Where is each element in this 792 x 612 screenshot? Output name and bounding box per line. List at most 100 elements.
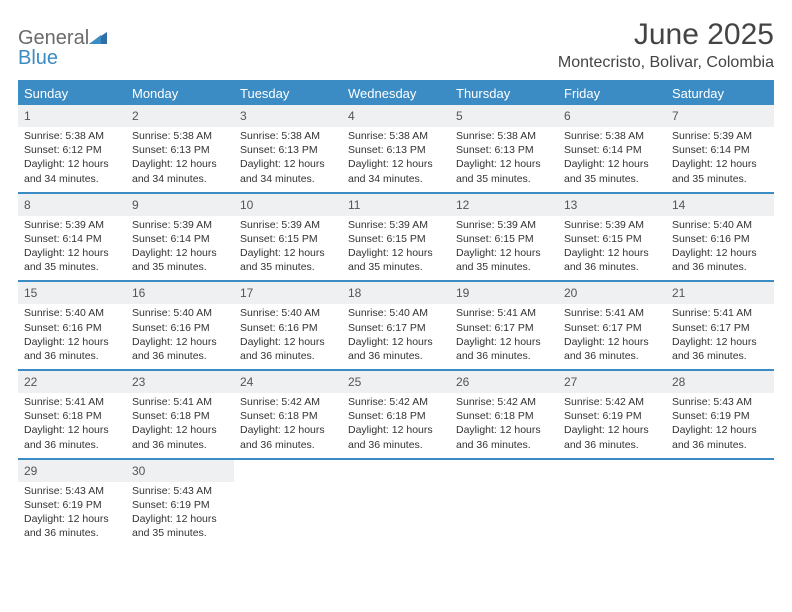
sunset-line: Sunset: 6:18 PM xyxy=(456,409,552,423)
day-number: 17 xyxy=(240,286,253,300)
sunrise-line: Sunrise: 5:38 AM xyxy=(456,129,552,143)
calendar-cell: 10Sunrise: 5:39 AMSunset: 6:15 PMDayligh… xyxy=(234,194,342,281)
sunrise-line: Sunrise: 5:42 AM xyxy=(564,395,660,409)
sunset-line: Sunset: 6:15 PM xyxy=(456,232,552,246)
day-number-row: 9 xyxy=(126,194,234,216)
header: General Blue June 2025 Montecristo, Boli… xyxy=(18,18,774,72)
calendar-body: 1Sunrise: 5:38 AMSunset: 6:12 PMDaylight… xyxy=(18,105,774,546)
sunset-line: Sunset: 6:17 PM xyxy=(564,321,660,335)
daylight-line-2: and 35 minutes. xyxy=(672,172,768,186)
calendar-cell-empty xyxy=(342,460,450,547)
day-number: 19 xyxy=(456,286,469,300)
sunset-line: Sunset: 6:12 PM xyxy=(24,143,120,157)
daylight-line-2: and 36 minutes. xyxy=(672,260,768,274)
sunrise-line: Sunrise: 5:39 AM xyxy=(24,218,120,232)
title-block: June 2025 Montecristo, Bolivar, Colombia xyxy=(558,18,774,72)
daylight-line-1: Daylight: 12 hours xyxy=(132,512,228,526)
sunrise-line: Sunrise: 5:43 AM xyxy=(24,484,120,498)
day-number-row: 3 xyxy=(234,105,342,127)
daylight-line-1: Daylight: 12 hours xyxy=(24,335,120,349)
day-number: 10 xyxy=(240,198,253,212)
daylight-line-1: Daylight: 12 hours xyxy=(456,335,552,349)
sunrise-line: Sunrise: 5:38 AM xyxy=(24,129,120,143)
daylight-line-2: and 36 minutes. xyxy=(24,526,120,540)
daylight-line-2: and 36 minutes. xyxy=(348,349,444,363)
day-number: 5 xyxy=(456,109,463,123)
sunrise-line: Sunrise: 5:39 AM xyxy=(456,218,552,232)
sunset-line: Sunset: 6:14 PM xyxy=(132,232,228,246)
sunset-line: Sunset: 6:19 PM xyxy=(672,409,768,423)
sunset-line: Sunset: 6:14 PM xyxy=(24,232,120,246)
daylight-line-2: and 36 minutes. xyxy=(564,349,660,363)
calendar-cell: 6Sunrise: 5:38 AMSunset: 6:14 PMDaylight… xyxy=(558,105,666,192)
daylight-line-1: Daylight: 12 hours xyxy=(564,335,660,349)
daylight-line-1: Daylight: 12 hours xyxy=(672,157,768,171)
calendar-cell: 2Sunrise: 5:38 AMSunset: 6:13 PMDaylight… xyxy=(126,105,234,192)
day-number: 24 xyxy=(240,375,253,389)
sunset-line: Sunset: 6:17 PM xyxy=(456,321,552,335)
day-number-row: 4 xyxy=(342,105,450,127)
day-number-row: 21 xyxy=(666,282,774,304)
day-number-row: 8 xyxy=(18,194,126,216)
sunset-line: Sunset: 6:16 PM xyxy=(672,232,768,246)
day-number: 9 xyxy=(132,198,139,212)
daylight-line-2: and 35 minutes. xyxy=(24,260,120,274)
daylight-line-1: Daylight: 12 hours xyxy=(132,157,228,171)
day-number-row: 22 xyxy=(18,371,126,393)
daylight-line-1: Daylight: 12 hours xyxy=(348,423,444,437)
daylight-line-2: and 36 minutes. xyxy=(24,349,120,363)
calendar-cell: 7Sunrise: 5:39 AMSunset: 6:14 PMDaylight… xyxy=(666,105,774,192)
daylight-line-2: and 36 minutes. xyxy=(240,438,336,452)
sunrise-line: Sunrise: 5:39 AM xyxy=(672,129,768,143)
logo: General Blue xyxy=(18,18,107,68)
day-number-row: 11 xyxy=(342,194,450,216)
day-number: 16 xyxy=(132,286,145,300)
daylight-line-2: and 35 minutes. xyxy=(456,172,552,186)
daylight-line-2: and 35 minutes. xyxy=(348,260,444,274)
sunrise-line: Sunrise: 5:41 AM xyxy=(132,395,228,409)
day-header-thursday: Thursday xyxy=(450,82,558,105)
day-number: 25 xyxy=(348,375,361,389)
day-number: 8 xyxy=(24,198,31,212)
calendar-cell: 30Sunrise: 5:43 AMSunset: 6:19 PMDayligh… xyxy=(126,460,234,547)
daylight-line-2: and 36 minutes. xyxy=(456,349,552,363)
daylight-line-2: and 35 minutes. xyxy=(132,260,228,274)
day-number: 2 xyxy=(132,109,139,123)
daylight-line-2: and 34 minutes. xyxy=(132,172,228,186)
calendar-cell: 15Sunrise: 5:40 AMSunset: 6:16 PMDayligh… xyxy=(18,282,126,369)
day-number-row: 28 xyxy=(666,371,774,393)
day-number: 13 xyxy=(564,198,577,212)
logo-text: General Blue xyxy=(18,28,107,68)
day-number-row: 19 xyxy=(450,282,558,304)
day-header-sunday: Sunday xyxy=(18,82,126,105)
day-number-row: 13 xyxy=(558,194,666,216)
daylight-line-2: and 36 minutes. xyxy=(240,349,336,363)
sunrise-line: Sunrise: 5:38 AM xyxy=(348,129,444,143)
day-number-row: 25 xyxy=(342,371,450,393)
sunset-line: Sunset: 6:17 PM xyxy=(348,321,444,335)
sunset-line: Sunset: 6:18 PM xyxy=(132,409,228,423)
sunrise-line: Sunrise: 5:42 AM xyxy=(348,395,444,409)
daylight-line-1: Daylight: 12 hours xyxy=(456,423,552,437)
day-number: 27 xyxy=(564,375,577,389)
daylight-line-2: and 35 minutes. xyxy=(564,172,660,186)
sunset-line: Sunset: 6:13 PM xyxy=(456,143,552,157)
day-number: 26 xyxy=(456,375,469,389)
day-number: 28 xyxy=(672,375,685,389)
day-number: 3 xyxy=(240,109,247,123)
sunrise-line: Sunrise: 5:41 AM xyxy=(672,306,768,320)
day-number-row: 27 xyxy=(558,371,666,393)
daylight-line-1: Daylight: 12 hours xyxy=(24,512,120,526)
daylight-line-1: Daylight: 12 hours xyxy=(456,157,552,171)
calendar-cell: 27Sunrise: 5:42 AMSunset: 6:19 PMDayligh… xyxy=(558,371,666,458)
daylight-line-1: Daylight: 12 hours xyxy=(672,246,768,260)
calendar-cell: 23Sunrise: 5:41 AMSunset: 6:18 PMDayligh… xyxy=(126,371,234,458)
daylight-line-2: and 36 minutes. xyxy=(456,438,552,452)
calendar-cell: 16Sunrise: 5:40 AMSunset: 6:16 PMDayligh… xyxy=(126,282,234,369)
day-number-row: 16 xyxy=(126,282,234,304)
sunset-line: Sunset: 6:13 PM xyxy=(132,143,228,157)
daylight-line-2: and 34 minutes. xyxy=(348,172,444,186)
calendar-week: 22Sunrise: 5:41 AMSunset: 6:18 PMDayligh… xyxy=(18,371,774,460)
day-number: 15 xyxy=(24,286,37,300)
day-number-row: 23 xyxy=(126,371,234,393)
